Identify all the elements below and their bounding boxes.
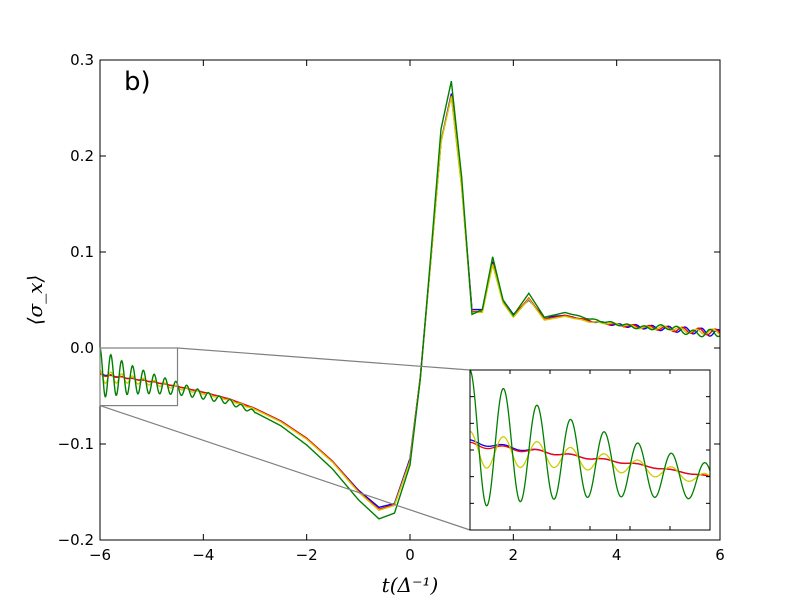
y-tick-label: 0.1 xyxy=(70,243,94,261)
main-series-lines xyxy=(99,80,721,520)
inset-series-line-4 xyxy=(470,370,710,507)
inset-plot xyxy=(469,369,711,531)
x-axis-label: t(Δ⁻¹) xyxy=(382,573,439,597)
x-tick-label: 0 xyxy=(405,546,415,564)
y-tick-label: −0.2 xyxy=(58,531,94,549)
x-tick-label: −6 xyxy=(89,546,111,564)
series-line-4 xyxy=(99,80,721,520)
zoom-connector xyxy=(99,405,471,531)
x-tick-label: −4 xyxy=(192,546,214,564)
y-tick-label: 0.3 xyxy=(70,51,94,69)
x-tick-label: 6 xyxy=(715,546,725,564)
zoom-box xyxy=(99,347,179,407)
y-tick-label: 0.2 xyxy=(70,147,94,165)
x-tick-label: 4 xyxy=(612,546,622,564)
x-tick-label: −2 xyxy=(296,546,318,564)
x-tick-label: 2 xyxy=(509,546,519,564)
panel-label: b) xyxy=(124,67,151,97)
y-tick-label: −0.1 xyxy=(58,435,94,453)
inset-background xyxy=(470,370,710,530)
main-plot-frame xyxy=(99,59,721,541)
y-axis-label: ⟨σ_x⟩ xyxy=(23,275,47,326)
zoom-connector xyxy=(177,347,471,371)
inset-series-line-3 xyxy=(470,430,710,482)
main-axis-ticks: −6 −4 −2 0 2 4 6 −0.2 −0.1 0.0 0.1 0.2 0.3 xyxy=(58,51,725,564)
y-tick-label: 0.0 xyxy=(70,339,94,357)
zoom-indicator xyxy=(99,347,471,531)
